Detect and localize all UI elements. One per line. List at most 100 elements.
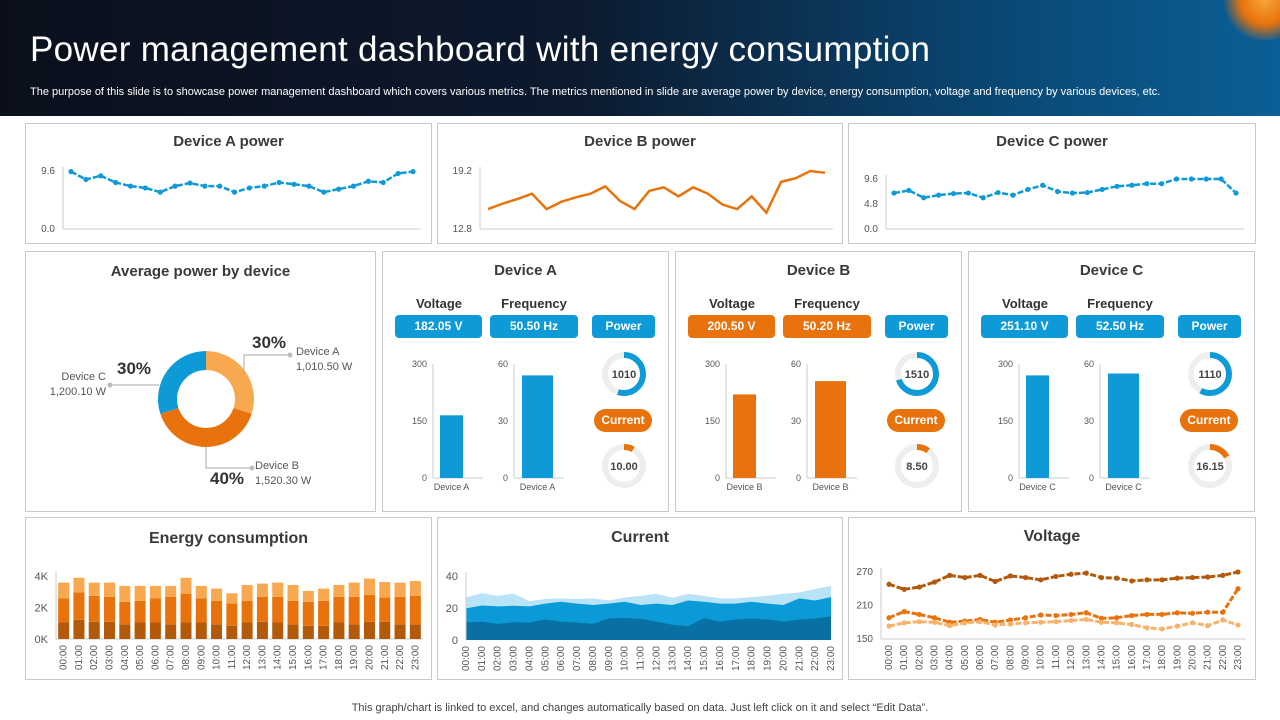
bar-segment-1[interactable] [73, 592, 85, 620]
bar-segment-0[interactable] [256, 621, 268, 639]
bar-segment-2[interactable] [149, 585, 161, 599]
bar-segment-0[interactable] [165, 624, 177, 639]
voltage-bar-chart-bar[interactable] [440, 415, 463, 478]
bar-segment-0[interactable] [363, 621, 375, 639]
bar-segment-2[interactable] [409, 581, 421, 596]
bar-segment-2[interactable] [104, 582, 116, 597]
bar-segment-2[interactable] [134, 585, 146, 601]
bar-segment-0[interactable] [149, 622, 161, 639]
donut-slice-device-a[interactable] [206, 351, 255, 414]
bar-segment-2[interactable] [195, 585, 207, 599]
power-button[interactable]: Power [885, 315, 948, 338]
bar-segment-0[interactable] [73, 619, 85, 639]
bar-segment-1[interactable] [119, 601, 131, 625]
bar-segment-0[interactable] [195, 622, 207, 639]
bar-segment-1[interactable] [394, 596, 406, 625]
voltage-panel: Voltage 150 210 270 00:00 01:00 02:00 03:00 04:… [848, 517, 1256, 680]
energy-consumption-chart[interactable]: 0K 2K 4K 00:00 01:00 02:00 03:00 04:00 05:00 06:0… [26, 518, 433, 681]
bar-segment-2[interactable] [211, 588, 223, 601]
bar-segment-0[interactable] [394, 624, 406, 639]
data-point [1159, 181, 1165, 187]
bar-segment-1[interactable] [333, 596, 345, 623]
bar-segment-0[interactable] [211, 624, 223, 639]
bar-segment-2[interactable] [119, 585, 131, 602]
bar-segment-1[interactable] [104, 596, 116, 622]
bar-segment-0[interactable] [241, 622, 253, 639]
bar-segment-2[interactable] [379, 581, 391, 598]
bar-segment-1[interactable] [241, 600, 253, 623]
bar-segment-0[interactable] [287, 624, 299, 639]
power-button[interactable]: Power [592, 315, 655, 338]
bar-segment-1[interactable] [256, 596, 268, 622]
average-power-donut[interactable] [26, 252, 377, 513]
bar-segment-0[interactable] [88, 621, 100, 639]
bar-segment-1[interactable] [58, 598, 70, 623]
current-chart[interactable]: 0 20 40 00:00 01:00 02:00 03:00 04:00 05:00 06:00… [438, 518, 844, 681]
bar-segment-2[interactable] [348, 582, 360, 597]
bar-segment-1[interactable] [165, 596, 177, 625]
bar-segment-0[interactable] [318, 625, 330, 639]
bar-segment-2[interactable] [241, 584, 253, 601]
device-c-power-chart[interactable]: 0.0 4.8 9.6 [849, 124, 1257, 245]
current-button[interactable]: Current [594, 409, 652, 432]
bar-segment-2[interactable] [73, 577, 85, 593]
voltage-chart[interactable]: 150 210 270 00:00 01:00 02:00 03:00 04:00 05:00 0… [849, 518, 1257, 681]
device-a-power-chart[interactable]: 0.0 9.6 [26, 124, 433, 245]
donut-slice-device-b[interactable] [160, 407, 252, 447]
frequency-bar-chart-bar[interactable] [1108, 373, 1139, 479]
bar-segment-1[interactable] [88, 595, 100, 622]
data-point [1114, 575, 1120, 581]
bar-segment-1[interactable] [195, 598, 207, 623]
bar-segment-2[interactable] [180, 577, 192, 594]
bar-segment-2[interactable] [256, 583, 268, 597]
donut-slice-device-c[interactable] [158, 351, 206, 414]
bar-segment-0[interactable] [180, 622, 192, 639]
voltage-bar-chart-bar[interactable] [1026, 375, 1049, 478]
bar-segment-1[interactable] [302, 601, 314, 626]
bar-segment-0[interactable] [119, 624, 131, 639]
bar-segment-0[interactable] [348, 624, 360, 639]
bar-segment-2[interactable] [287, 584, 299, 601]
bar-segment-2[interactable] [394, 582, 406, 597]
power-button[interactable]: Power [1178, 315, 1241, 338]
bar-segment-1[interactable] [272, 596, 284, 623]
current-button[interactable]: Current [1180, 409, 1238, 432]
bar-segment-1[interactable] [363, 594, 375, 622]
device-b-power-chart[interactable]: 12.8 19.2 [438, 124, 844, 245]
bar-segment-1[interactable] [287, 600, 299, 625]
bar-segment-1[interactable] [211, 600, 223, 625]
bar-segment-2[interactable] [333, 584, 345, 597]
data-point [410, 169, 416, 175]
voltage-bar-chart-bar[interactable] [733, 394, 756, 478]
bar-segment-1[interactable] [318, 600, 330, 626]
bar-segment-1[interactable] [226, 603, 238, 626]
bar-segment-1[interactable] [348, 596, 360, 625]
bar-segment-0[interactable] [302, 625, 314, 639]
bar-segment-0[interactable] [409, 624, 421, 639]
bar-segment-1[interactable] [149, 598, 161, 623]
pie-pct-device-b: 40% [210, 469, 245, 488]
bar-segment-0[interactable] [58, 622, 70, 639]
bar-segment-2[interactable] [318, 588, 330, 601]
bar-segment-0[interactable] [226, 625, 238, 639]
bar-segment-2[interactable] [58, 582, 70, 599]
bar-segment-2[interactable] [88, 582, 100, 596]
bar-segment-2[interactable] [165, 585, 177, 597]
bar-segment-0[interactable] [134, 622, 146, 639]
frequency-bar-chart-bar[interactable] [522, 375, 553, 478]
bar-segment-1[interactable] [134, 600, 146, 623]
bar-segment-1[interactable] [180, 593, 192, 623]
bar-segment-0[interactable] [104, 621, 116, 639]
bar-segment-1[interactable] [379, 597, 391, 622]
bar-segment-2[interactable] [363, 578, 375, 595]
bar-segment-2[interactable] [226, 593, 238, 604]
bar-segment-0[interactable] [333, 622, 345, 639]
bar-segment-0[interactable] [272, 622, 284, 639]
current-button[interactable]: Current [887, 409, 945, 432]
bar-segment-2[interactable] [302, 590, 314, 602]
bar-segment-1[interactable] [409, 595, 421, 625]
frequency-bar-chart-bar[interactable] [815, 381, 846, 478]
x-tick-label: 03:00 [930, 645, 941, 670]
bar-segment-0[interactable] [379, 621, 391, 639]
bar-segment-2[interactable] [272, 582, 284, 597]
